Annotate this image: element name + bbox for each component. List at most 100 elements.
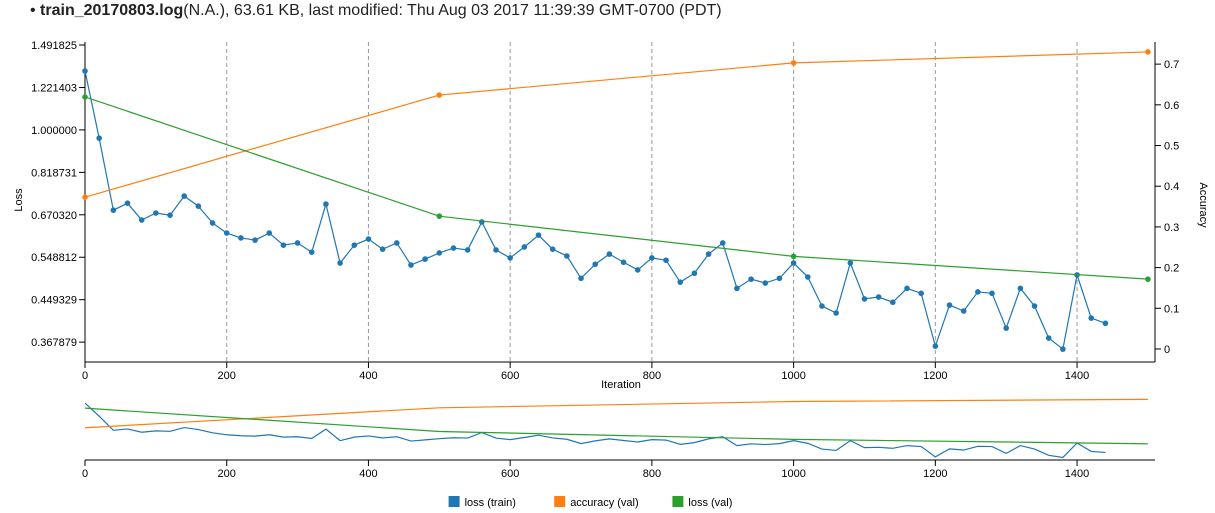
data-point <box>535 232 542 238</box>
legend-label: loss (val) <box>688 497 732 509</box>
data-point <box>82 94 88 100</box>
x-tick-label: 1200 <box>923 468 947 480</box>
data-point <box>1145 276 1151 282</box>
y-tick-label: 0.548812 <box>31 252 77 264</box>
overview-line <box>84 402 1106 459</box>
y2-tick-label: 0 <box>1164 344 1170 356</box>
x-tick-label: 1000 <box>781 468 805 480</box>
data-point <box>436 250 443 256</box>
data-point <box>422 256 428 262</box>
data-point <box>181 193 188 199</box>
x-tick-label: 1400 <box>1065 468 1089 480</box>
y2-tick-label: 0.2 <box>1164 263 1179 275</box>
data-point <box>195 203 202 210</box>
x-tick-label: 1400 <box>1065 370 1089 382</box>
legend-swatch <box>554 496 566 507</box>
data-point <box>719 240 726 246</box>
data-point <box>1102 320 1109 327</box>
data-point <box>932 343 939 349</box>
data-point <box>138 217 145 223</box>
data-point <box>989 290 995 297</box>
data-point <box>408 262 414 268</box>
data-point <box>351 242 358 248</box>
data-point <box>975 289 981 295</box>
overview-line <box>84 398 1148 429</box>
data-point <box>634 267 641 273</box>
data-point <box>493 247 499 253</box>
data-point <box>82 194 88 200</box>
data-point <box>861 296 868 302</box>
series-line <box>84 96 1148 280</box>
legend-label: accuracy (val) <box>570 497 638 509</box>
data-point <box>649 255 655 261</box>
data-point <box>436 92 443 98</box>
data-point <box>918 290 924 297</box>
data-point <box>450 245 457 251</box>
legend-swatch <box>672 496 684 507</box>
x-tick-label: 600 <box>501 370 519 382</box>
data-point <box>294 240 301 246</box>
data-point <box>1045 335 1052 341</box>
x-axis-label: Iteration <box>601 379 641 391</box>
x-tick-label: 1000 <box>781 370 805 382</box>
data-point <box>96 135 102 141</box>
legend-label: loss (train) <box>465 497 516 509</box>
data-point <box>1145 49 1151 55</box>
x-tick-label: 400 <box>359 468 377 480</box>
data-point <box>280 242 287 248</box>
data-point <box>1088 315 1095 321</box>
series-line <box>84 51 1148 198</box>
data-point <box>776 275 783 282</box>
data-point <box>819 303 825 309</box>
data-point <box>677 279 684 285</box>
data-point <box>790 260 797 266</box>
data-point <box>507 255 513 261</box>
data-point <box>308 249 315 255</box>
data-point <box>705 251 712 257</box>
data-point <box>890 299 896 306</box>
x-tick-label: 800 <box>643 468 661 480</box>
overview-line <box>84 407 1148 445</box>
data-point <box>365 236 372 242</box>
x-tick-label: 200 <box>218 370 236 382</box>
data-point <box>1060 346 1066 352</box>
data-point <box>110 207 117 213</box>
data-point <box>663 257 669 264</box>
y2-tick-label: 0.5 <box>1164 141 1179 153</box>
data-point <box>436 213 443 219</box>
data-point <box>82 68 88 74</box>
y-axis-label: Loss <box>13 188 25 212</box>
data-point <box>266 230 273 236</box>
x-tick-label: 600 <box>501 468 519 480</box>
data-point <box>620 259 627 266</box>
y2-axis-label: Accuracy <box>1197 182 1209 228</box>
x-tick-label: 200 <box>218 468 236 480</box>
y2-tick-label: 0.1 <box>1164 303 1179 315</box>
data-point <box>124 200 131 206</box>
data-point <box>946 302 953 308</box>
file-info: (N.A.), 63.61 KB, last modified: Thu Aug… <box>183 2 722 19</box>
file-name: train_20170803.log <box>40 2 184 19</box>
data-point <box>393 240 400 246</box>
data-point <box>833 310 839 316</box>
data-point <box>238 235 244 241</box>
data-point <box>153 210 159 216</box>
y2-tick-label: 0.7 <box>1164 59 1179 71</box>
data-point <box>521 244 528 250</box>
data-point <box>337 260 343 266</box>
data-point <box>252 237 258 243</box>
y-tick-label: 1.491825 <box>31 40 77 52</box>
y-tick-label: 0.818731 <box>31 167 77 179</box>
file-header: • train_20170803.log(N.A.), 63.61 KB, la… <box>30 2 722 19</box>
y2-tick-label: 0.4 <box>1164 181 1179 193</box>
y-tick-label: 1.221403 <box>31 82 77 94</box>
data-point <box>804 274 811 280</box>
series-line <box>84 70 1106 351</box>
data-point <box>748 276 754 282</box>
data-point <box>592 261 598 268</box>
data-point <box>549 246 556 252</box>
data-point <box>691 270 698 277</box>
x-tick-label: 400 <box>359 370 377 382</box>
data-point <box>904 285 910 292</box>
